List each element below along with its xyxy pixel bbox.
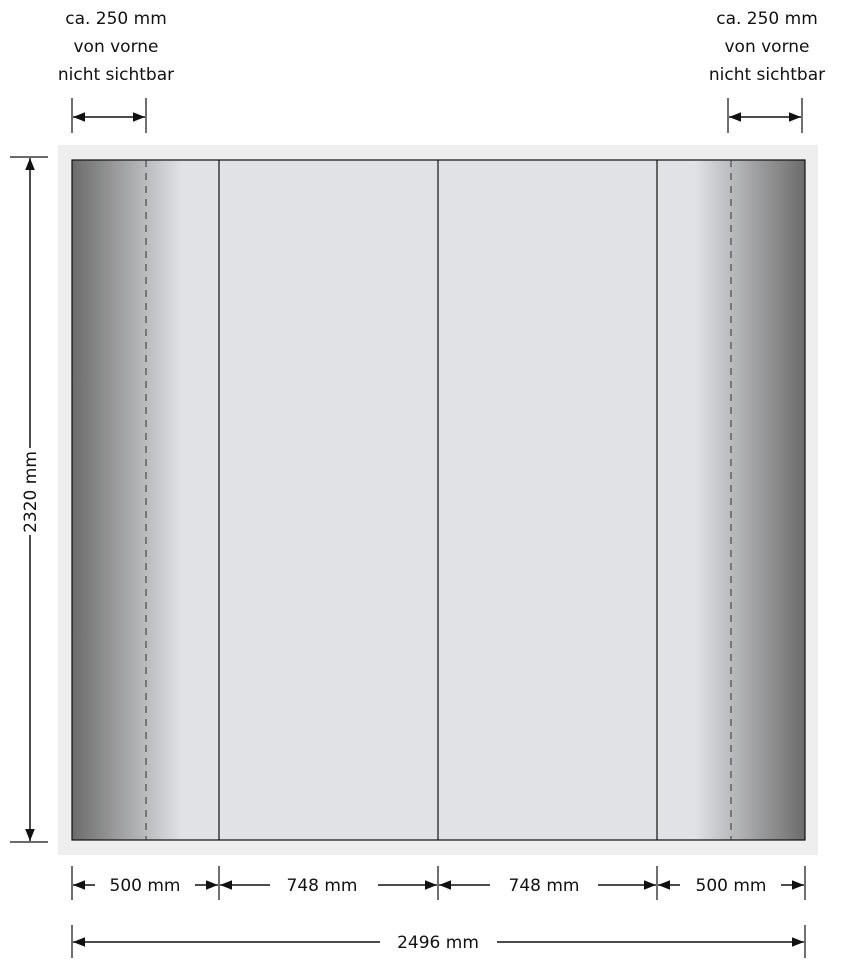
panel-4-label: 500 mm bbox=[696, 876, 767, 896]
panel-2-label: 748 mm bbox=[287, 876, 358, 896]
right-shaded-edge bbox=[695, 160, 805, 840]
note-left-line1: ca. 250 mm bbox=[65, 9, 167, 29]
note-right-line1: ca. 250 mm bbox=[716, 9, 818, 29]
total-width-label: 2496 mm bbox=[397, 933, 479, 953]
panel-1-label: 500 mm bbox=[110, 876, 181, 896]
note-left-line2: von vorne bbox=[73, 37, 158, 57]
height-label: 2320 mm bbox=[21, 451, 41, 533]
note-right-line2: von vorne bbox=[724, 37, 809, 57]
panel-3-label: 748 mm bbox=[509, 876, 580, 896]
note-left-line3: nicht sichtbar bbox=[58, 65, 174, 85]
left-shaded-edge bbox=[72, 160, 182, 840]
note-right-line3: nicht sichtbar bbox=[709, 65, 825, 85]
